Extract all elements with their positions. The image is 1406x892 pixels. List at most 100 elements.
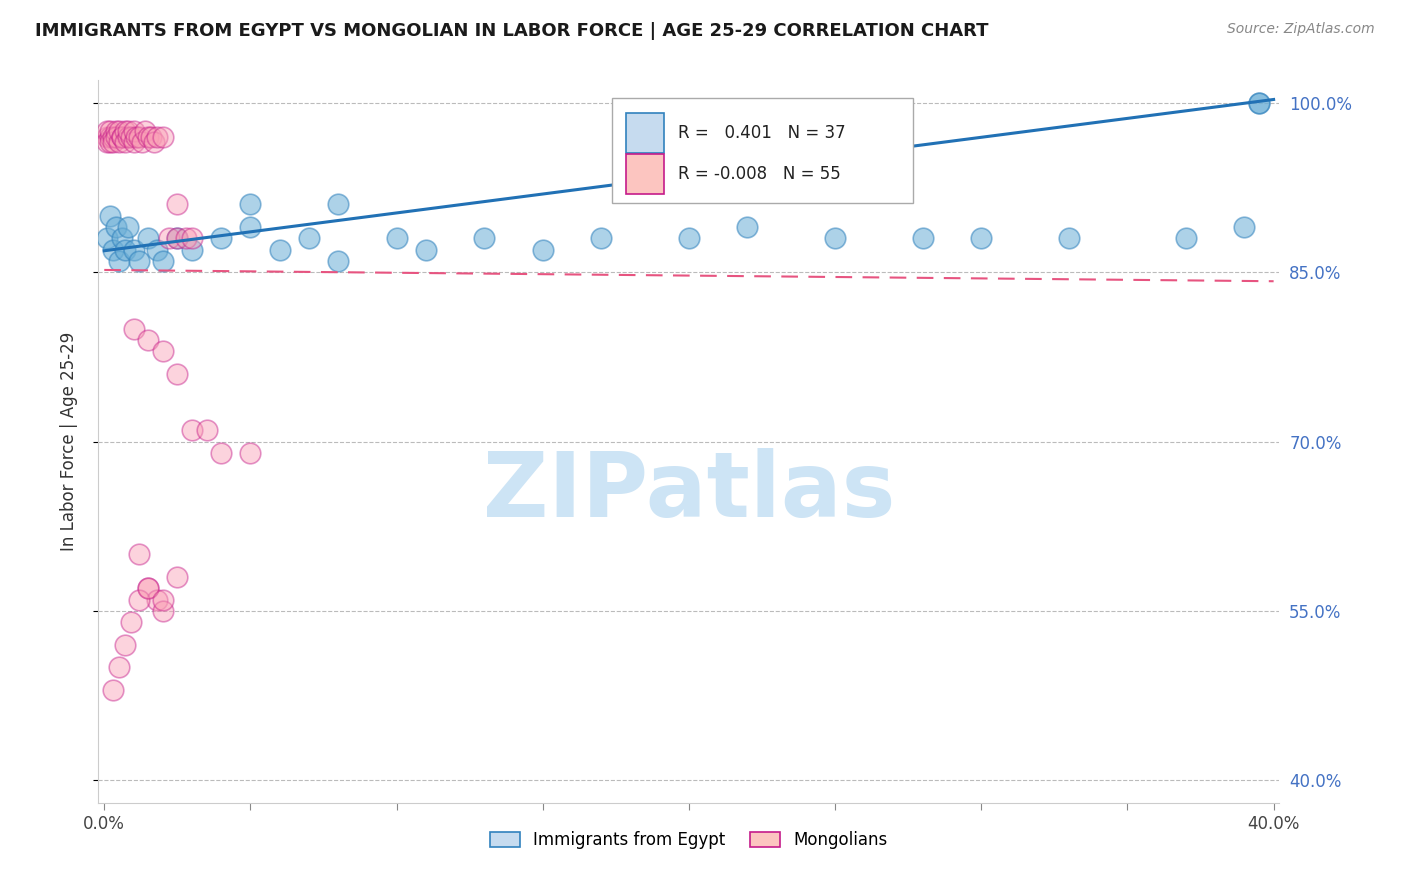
Point	[181, 231, 204, 245]
Point	[591, 231, 613, 245]
Point	[104, 129, 127, 144]
Point	[111, 129, 134, 144]
Point	[146, 243, 169, 257]
Point	[166, 197, 188, 211]
Text: R = -0.008   N = 55: R = -0.008 N = 55	[678, 165, 841, 183]
Point	[166, 367, 188, 381]
Point	[117, 124, 139, 138]
Point	[96, 136, 118, 150]
Point	[136, 582, 159, 596]
Point	[111, 231, 134, 245]
Point	[114, 124, 136, 138]
Point	[385, 231, 408, 245]
Point	[101, 682, 124, 697]
Point	[128, 253, 150, 268]
Point	[970, 231, 993, 245]
Point	[1233, 220, 1256, 235]
Point	[152, 253, 174, 268]
Point	[108, 136, 131, 150]
Point	[108, 253, 131, 268]
Legend: Immigrants from Egypt, Mongolians: Immigrants from Egypt, Mongolians	[484, 824, 894, 856]
Point	[195, 423, 218, 437]
Y-axis label: In Labor Force | Age 25-29: In Labor Force | Age 25-29	[59, 332, 77, 551]
Point	[114, 638, 136, 652]
Point	[239, 220, 262, 235]
Point	[678, 231, 700, 245]
Point	[239, 446, 262, 460]
Text: IMMIGRANTS FROM EGYPT VS MONGOLIAN IN LABOR FORCE | AGE 25-29 CORRELATION CHART: IMMIGRANTS FROM EGYPT VS MONGOLIAN IN LA…	[35, 22, 988, 40]
Point	[122, 321, 145, 335]
Point	[157, 231, 180, 245]
Point	[1247, 95, 1270, 110]
Point	[117, 129, 139, 144]
Point	[472, 231, 495, 245]
Point	[108, 660, 131, 674]
Point	[824, 231, 846, 245]
Point	[911, 231, 934, 245]
Point	[101, 243, 124, 257]
Point	[136, 582, 159, 596]
Point	[98, 136, 121, 150]
Point	[128, 129, 150, 144]
Point	[136, 129, 159, 144]
Point	[101, 136, 124, 150]
Point	[117, 220, 139, 235]
Point	[104, 124, 127, 138]
Point	[152, 592, 174, 607]
Point	[128, 592, 150, 607]
Point	[96, 231, 118, 245]
Point	[737, 220, 759, 235]
Point	[166, 570, 188, 584]
Point	[98, 129, 121, 144]
Point	[152, 344, 174, 359]
Point	[298, 231, 321, 245]
Point	[415, 243, 437, 257]
Point	[122, 243, 145, 257]
Point	[209, 446, 232, 460]
Point	[120, 129, 142, 144]
Point	[96, 124, 118, 138]
Point	[152, 604, 174, 618]
Point	[114, 136, 136, 150]
Point	[101, 129, 124, 144]
Point	[146, 129, 169, 144]
Point	[98, 124, 121, 138]
Point	[114, 243, 136, 257]
Text: Source: ZipAtlas.com: Source: ZipAtlas.com	[1227, 22, 1375, 37]
Point	[174, 231, 197, 245]
Point	[139, 129, 162, 144]
Point	[98, 209, 121, 223]
Point	[1174, 231, 1197, 245]
Point	[136, 231, 159, 245]
Point	[122, 124, 145, 138]
Point	[181, 243, 204, 257]
Point	[1247, 95, 1270, 110]
Point	[209, 231, 232, 245]
Point	[239, 197, 262, 211]
Text: R =   0.401   N = 37: R = 0.401 N = 37	[678, 124, 846, 142]
Point	[128, 548, 150, 562]
Point	[136, 333, 159, 347]
Point	[166, 231, 188, 245]
Point	[181, 423, 204, 437]
FancyBboxPatch shape	[612, 98, 914, 203]
Point	[108, 124, 131, 138]
Point	[125, 129, 148, 144]
Point	[111, 129, 134, 144]
Point	[326, 253, 349, 268]
FancyBboxPatch shape	[626, 154, 664, 194]
Point	[104, 220, 127, 235]
Point	[531, 243, 554, 257]
Point	[143, 136, 166, 150]
Point	[120, 615, 142, 629]
Point	[326, 197, 349, 211]
Point	[146, 592, 169, 607]
Point	[122, 136, 145, 150]
Point	[152, 129, 174, 144]
Text: ZIPatlas: ZIPatlas	[482, 448, 896, 536]
Point	[1057, 231, 1080, 245]
Point	[269, 243, 291, 257]
Point	[134, 124, 156, 138]
Point	[96, 129, 118, 144]
Point	[131, 136, 153, 150]
